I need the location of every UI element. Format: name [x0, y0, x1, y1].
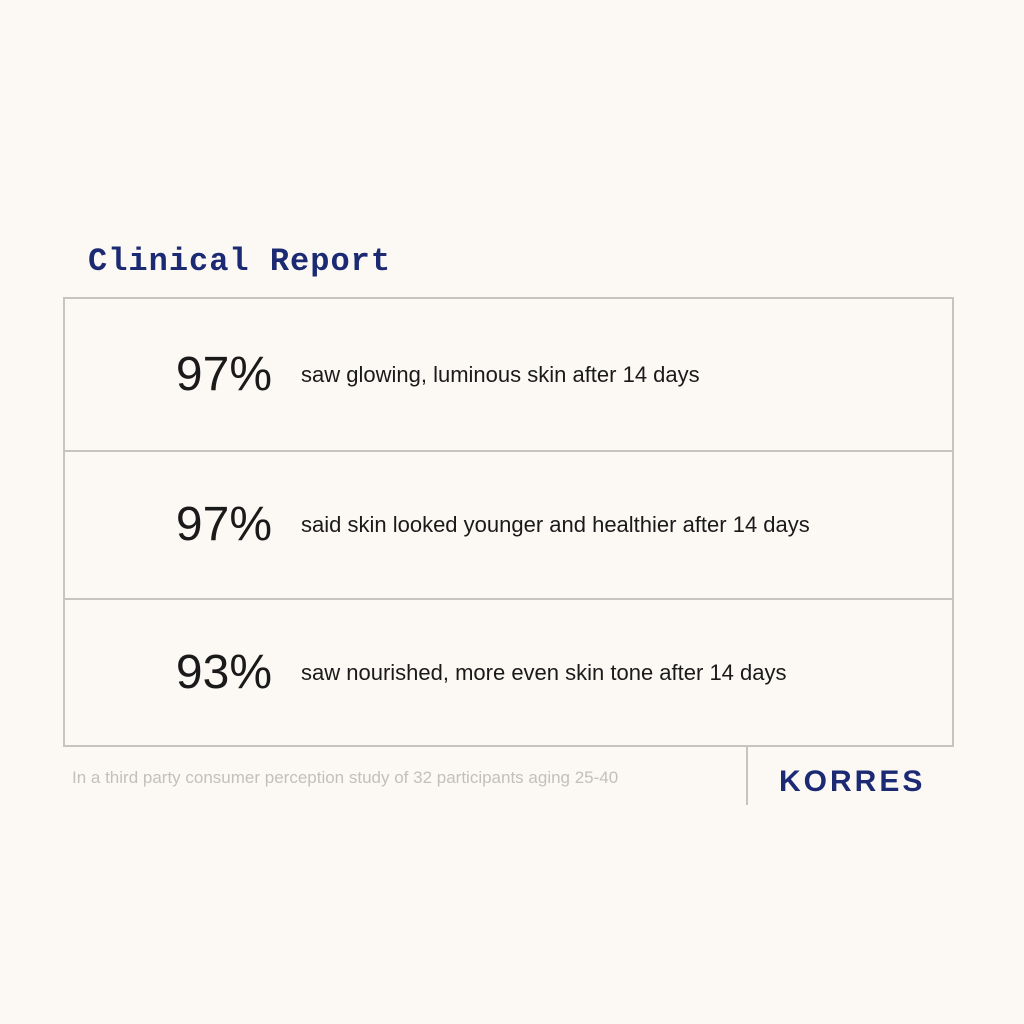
stat-row: 97% saw glowing, luminous skin after 14 … [65, 299, 952, 450]
study-footnote: In a third party consumer perception stu… [72, 768, 619, 787]
stat-percentage: 97% [175, 498, 272, 551]
brand-logo: KORRES [779, 765, 926, 798]
stat-percentage: 97% [175, 347, 272, 401]
stat-row: 93% saw nourished, more even skin tone a… [65, 598, 952, 745]
clinical-report-table: 97% saw glowing, luminous skin after 14 … [63, 297, 954, 747]
page-title: Clinical Report [88, 243, 392, 280]
stat-description: saw nourished, more even skin tone after… [301, 659, 787, 685]
stat-percentage: 93% [175, 645, 272, 699]
footer-divider [746, 745, 748, 805]
stat-description: said skin looked younger and healthier a… [301, 512, 810, 537]
stat-row: 97% said skin looked younger and healthi… [65, 450, 952, 598]
stat-description: saw glowing, luminous skin after 14 days [301, 361, 700, 387]
